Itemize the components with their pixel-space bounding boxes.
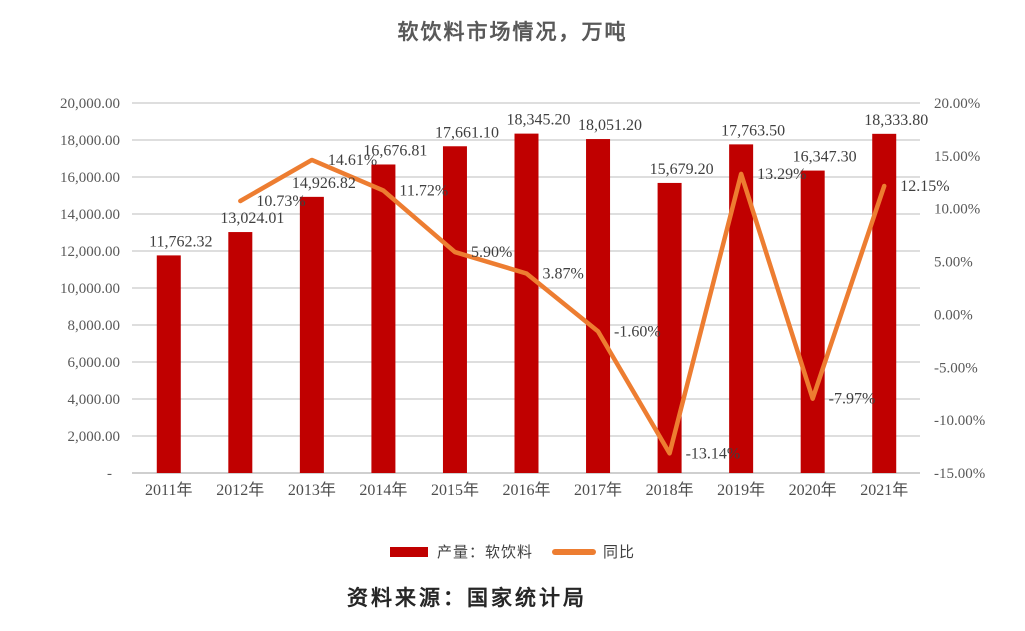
x-axis-label: 2018年 <box>646 481 694 499</box>
bar-value-label: 18,333.80 <box>864 112 928 129</box>
y-axis-label-left: 2,000.00 <box>68 429 121 445</box>
y-axis-label-right: -10.00% <box>934 413 985 429</box>
y-axis-label-left: 20,000.00 <box>60 96 120 112</box>
y-axis-label-right: -5.00% <box>934 360 978 376</box>
yoy-point-label: -1.60% <box>614 323 661 340</box>
x-axis-label: 2019年 <box>717 481 765 499</box>
x-axis-label: 2015年 <box>431 481 479 499</box>
yoy-point-label: -7.97% <box>829 391 876 408</box>
bar-2011年 <box>156 255 181 473</box>
bar-2016年 <box>514 133 539 473</box>
yoy-point-label: 5.90% <box>471 244 512 261</box>
yoy-point-label: 3.87% <box>543 266 584 283</box>
y-axis-label-right: 5.00% <box>934 255 973 271</box>
y-axis-label-right: 10.00% <box>934 202 980 218</box>
y-axis-label-left: 16,000.00 <box>60 170 120 186</box>
legend: 产量：软饮料 同比 <box>0 541 1025 562</box>
yoy-point-label: 12.15% <box>900 178 949 195</box>
bar-value-label: 17,763.50 <box>721 122 785 139</box>
legend-bar-label: 产量：软饮料 <box>436 545 533 561</box>
y-axis-label-left: 10,000.00 <box>60 281 120 297</box>
legend-bar-swatch <box>389 546 428 557</box>
yoy-point-label: 14.61% <box>328 152 377 169</box>
yoy-point-label: 10.73% <box>256 193 305 210</box>
source-note: 资料来源：国家统计局 <box>347 586 587 610</box>
yoy-line <box>238 157 887 456</box>
y-axis-label-left: 8,000.00 <box>68 318 121 334</box>
bar-value-label: 16,676.81 <box>363 142 427 159</box>
yoy-point-label: -13.14% <box>686 445 741 462</box>
yoy-point-label: 11.72% <box>399 183 448 200</box>
bar-value-label: 17,661.10 <box>435 124 499 141</box>
bar-value-label: 16,347.30 <box>793 149 857 166</box>
y-axis-label-left: 6,000.00 <box>68 355 121 371</box>
bar-value-label: 18,051.20 <box>578 117 642 134</box>
x-axis-label: 2011年 <box>145 481 192 499</box>
chart-title: 软饮料市场情况，万吨 <box>397 20 628 44</box>
bar-2013年 <box>299 196 324 474</box>
x-axis-label: 2020年 <box>789 481 837 499</box>
bar-value-label: 15,679.20 <box>650 161 714 178</box>
y-axis-label-right: 15.00% <box>934 149 980 165</box>
y-axis-label-left: 14,000.00 <box>60 207 120 223</box>
x-axis-label: 2017年 <box>574 481 622 499</box>
bar-value-label: 18,345.20 <box>507 112 571 129</box>
bar-2014年 <box>371 164 396 474</box>
x-axis-label: 2016年 <box>502 481 550 499</box>
y-axis-label-right: 20.00% <box>934 96 980 112</box>
bar-value-label: 13,024.01 <box>220 210 284 227</box>
bar-value-label: 14,926.82 <box>292 175 356 192</box>
bar-2012年 <box>228 232 253 473</box>
y-axis-label-right: -15.00% <box>934 466 985 482</box>
yoy-point-label: 13.29% <box>757 166 806 183</box>
y-axis-label-right: 0.00% <box>934 307 973 323</box>
y-axis-label-left: 18,000.00 <box>60 133 120 149</box>
y-axis-label-left: - <box>107 466 112 482</box>
y-axis-label-left: 4,000.00 <box>68 392 121 408</box>
x-axis-label: 2012年 <box>216 481 264 499</box>
bar-value-label: 11,762.32 <box>149 233 212 250</box>
legend-line-swatch <box>552 548 596 555</box>
bar-2017年 <box>586 139 611 473</box>
y-axis-label-left: 12,000.00 <box>60 244 120 260</box>
bar-2020年 <box>800 170 825 473</box>
x-axis-label: 2021年 <box>860 481 908 499</box>
x-axis-label: 2014年 <box>359 481 407 499</box>
bar-2015年 <box>442 146 467 473</box>
x-axis-label: 2013年 <box>288 481 336 499</box>
legend-line-label: 同比 <box>603 545 636 561</box>
